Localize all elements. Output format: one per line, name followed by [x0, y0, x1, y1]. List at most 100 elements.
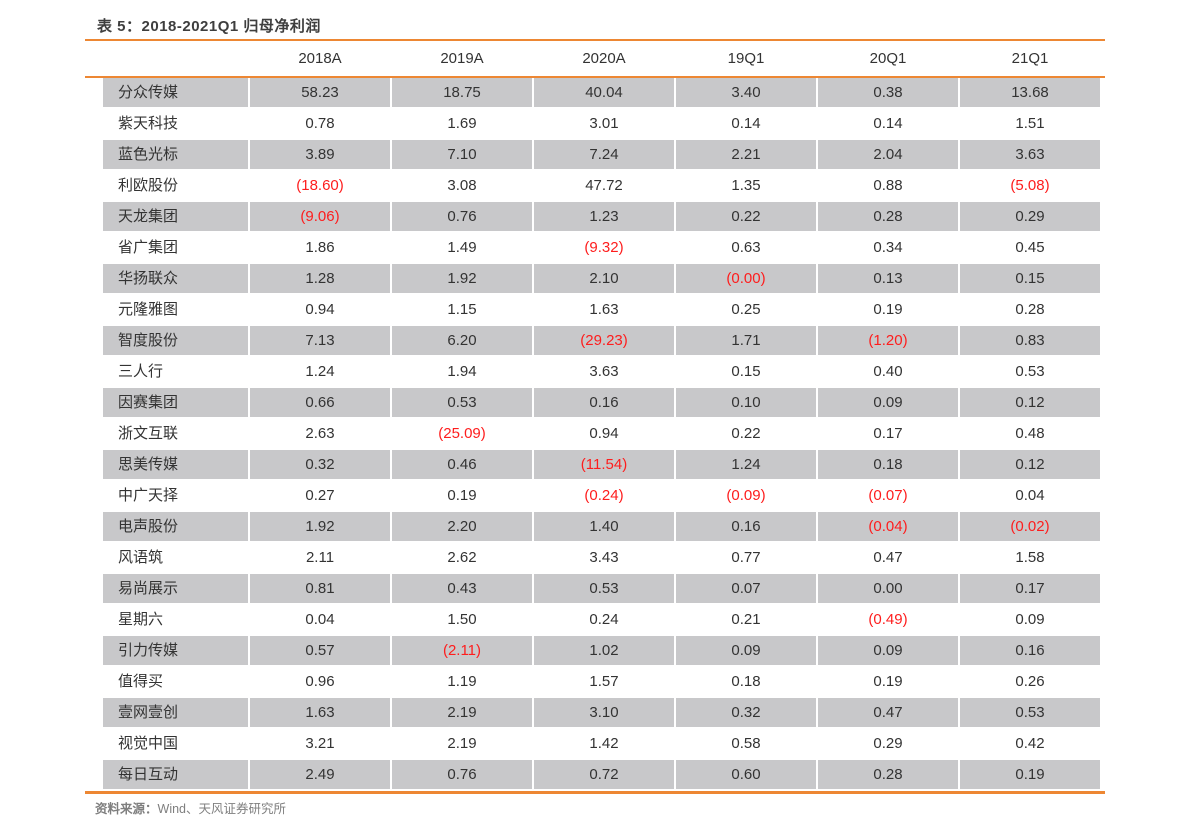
- value-cell: (9.32): [584, 239, 624, 256]
- company-name-cell: 壹网壹创: [103, 698, 248, 727]
- value-cell: 0.96: [305, 673, 335, 690]
- company-name-cell: 思美传媒: [103, 450, 248, 479]
- value-cell: 0.25: [731, 301, 761, 318]
- table-row: 视觉中国 3.21 2.19 1.42 0.58 0.29 0.42: [103, 729, 1100, 758]
- value-cell: 6.20: [392, 326, 532, 355]
- value-cell: 1.23: [534, 202, 674, 231]
- table-row: 中广天择 0.27 0.19 (0.24) (0.09) (0.07) 0.04: [103, 481, 1100, 510]
- value-cell: 0.16: [676, 512, 816, 541]
- value-cell: 7.10: [392, 140, 532, 169]
- value-cell: 0.19: [873, 673, 903, 690]
- value-cell: 0.94: [589, 425, 619, 442]
- value-cell: (1.20): [818, 326, 958, 355]
- value-cell: 0.16: [960, 636, 1100, 665]
- value-cell: (18.60): [296, 177, 344, 194]
- value-cell: 0.32: [676, 698, 816, 727]
- company-name-cell: 每日互动: [103, 760, 248, 789]
- value-cell: 0.66: [250, 388, 390, 417]
- value-cell: 2.04: [818, 140, 958, 169]
- value-cell: 3.01: [589, 115, 619, 132]
- table-row: 风语筑 2.11 2.62 3.43 0.77 0.47 1.58: [103, 543, 1100, 572]
- value-cell: (11.54): [534, 450, 674, 479]
- table-row: 引力传媒 0.57 (2.11) 1.02 0.09 0.09 0.16: [103, 636, 1100, 665]
- value-cell: (0.02): [960, 512, 1100, 541]
- company-name-cell: 紫天科技: [118, 115, 179, 132]
- value-cell: 2.49: [250, 760, 390, 789]
- value-cell: 1.92: [392, 264, 532, 293]
- value-cell: 3.89: [250, 140, 390, 169]
- source-value: Wind、天风证券研究所: [157, 802, 286, 816]
- value-cell: 0.60: [676, 760, 816, 789]
- value-cell: 0.53: [392, 388, 532, 417]
- table-row: 思美传媒 0.32 0.46 (11.54) 1.24 0.18 0.12: [103, 450, 1100, 479]
- table-row: 因赛集团 0.66 0.53 0.16 0.10 0.09 0.12: [103, 388, 1100, 417]
- value-cell: 0.14: [873, 115, 903, 132]
- table-row: 三人行 1.24 1.94 3.63 0.15 0.40 0.53: [103, 357, 1100, 386]
- value-cell: 2.21: [676, 140, 816, 169]
- value-cell: 2.19: [447, 735, 477, 752]
- company-name-cell: 省广集团: [118, 239, 179, 256]
- header-cell: 21Q1: [1011, 50, 1049, 67]
- value-cell: 3.21: [305, 735, 335, 752]
- value-cell: 0.18: [818, 450, 958, 479]
- header-cell: 2018A: [298, 50, 342, 67]
- table-row: 天龙集团 (9.06) 0.76 1.23 0.22 0.28 0.29: [103, 202, 1100, 231]
- value-cell: 3.63: [960, 140, 1100, 169]
- table-row: 星期六 0.04 1.50 0.24 0.21 (0.49) 0.09: [103, 605, 1100, 634]
- table-row: 利欧股份 (18.60) 3.08 47.72 1.35 0.88 (5.08): [103, 171, 1100, 200]
- company-name-cell: 智度股份: [103, 326, 248, 355]
- value-cell: 0.76: [392, 760, 532, 789]
- value-cell: 0.45: [1015, 239, 1045, 256]
- value-cell: 0.19: [447, 487, 477, 504]
- value-cell: 0.09: [818, 636, 958, 665]
- value-cell: 0.07: [676, 574, 816, 603]
- value-cell: 0.53: [1015, 363, 1045, 380]
- value-cell: 0.81: [250, 574, 390, 603]
- value-cell: 0.22: [676, 202, 816, 231]
- value-cell: 1.28: [250, 264, 390, 293]
- header-divider: [85, 76, 1105, 78]
- value-cell: 0.29: [960, 202, 1100, 231]
- header-cell: 2019A: [440, 50, 484, 67]
- value-cell: 0.28: [818, 760, 958, 789]
- table-header-row: 2018A 2019A 2020A 19Q1 20Q1 21Q1: [103, 41, 1100, 76]
- value-cell: 0.94: [305, 301, 335, 318]
- company-name-cell: 蓝色光标: [103, 140, 248, 169]
- value-cell: 3.63: [589, 363, 619, 380]
- table-body: 分众传媒 58.23 18.75 40.04 3.40 0.38 13.68 紫天科技 0.78…: [85, 78, 1105, 789]
- value-cell: (5.08): [1010, 177, 1050, 194]
- source-note: 资料来源：Wind、天风证券研究所: [95, 800, 1105, 818]
- value-cell: (29.23): [534, 326, 674, 355]
- value-cell: 1.24: [305, 363, 335, 380]
- table-row: 紫天科技 0.78 1.69 3.01 0.14 0.14 1.51: [103, 109, 1100, 138]
- value-cell: 2.20: [392, 512, 532, 541]
- table-row: 每日互动 2.49 0.76 0.72 0.60 0.28 0.19: [103, 760, 1100, 789]
- value-cell: 0.47: [818, 698, 958, 727]
- value-cell: 0.48: [1015, 425, 1045, 442]
- value-cell: 1.24: [676, 450, 816, 479]
- value-cell: 0.58: [731, 735, 761, 752]
- value-cell: 1.63: [250, 698, 390, 727]
- value-cell: 3.08: [447, 177, 477, 194]
- company-name-cell: 视觉中国: [118, 735, 179, 752]
- company-name-cell: 浙文互联: [118, 425, 179, 442]
- value-cell: (0.09): [726, 487, 766, 504]
- value-cell: 1.51: [1015, 115, 1045, 132]
- value-cell: 0.28: [1015, 301, 1045, 318]
- value-cell: 0.27: [305, 487, 335, 504]
- value-cell: 1.92: [250, 512, 390, 541]
- value-cell: 1.49: [447, 239, 477, 256]
- header-cell-company: [103, 41, 248, 76]
- value-cell: (25.09): [438, 425, 486, 442]
- table-row: 智度股份 7.13 6.20 (29.23) 1.71 (1.20) 0.83: [103, 326, 1100, 355]
- value-cell: 0.29: [873, 735, 903, 752]
- title-divider: [85, 39, 1105, 41]
- value-cell: 0.12: [960, 388, 1100, 417]
- header-cell: 19Q1: [727, 50, 765, 67]
- company-name-cell: 元隆雅图: [118, 301, 179, 318]
- table-row: 分众传媒 58.23 18.75 40.04 3.40 0.38 13.68: [103, 78, 1100, 107]
- company-name-cell: 电声股份: [103, 512, 248, 541]
- company-name-cell: 值得买: [118, 673, 164, 690]
- value-cell: 40.04: [534, 78, 674, 107]
- table-row: 浙文互联 2.63 (25.09) 0.94 0.22 0.17 0.48: [103, 419, 1100, 448]
